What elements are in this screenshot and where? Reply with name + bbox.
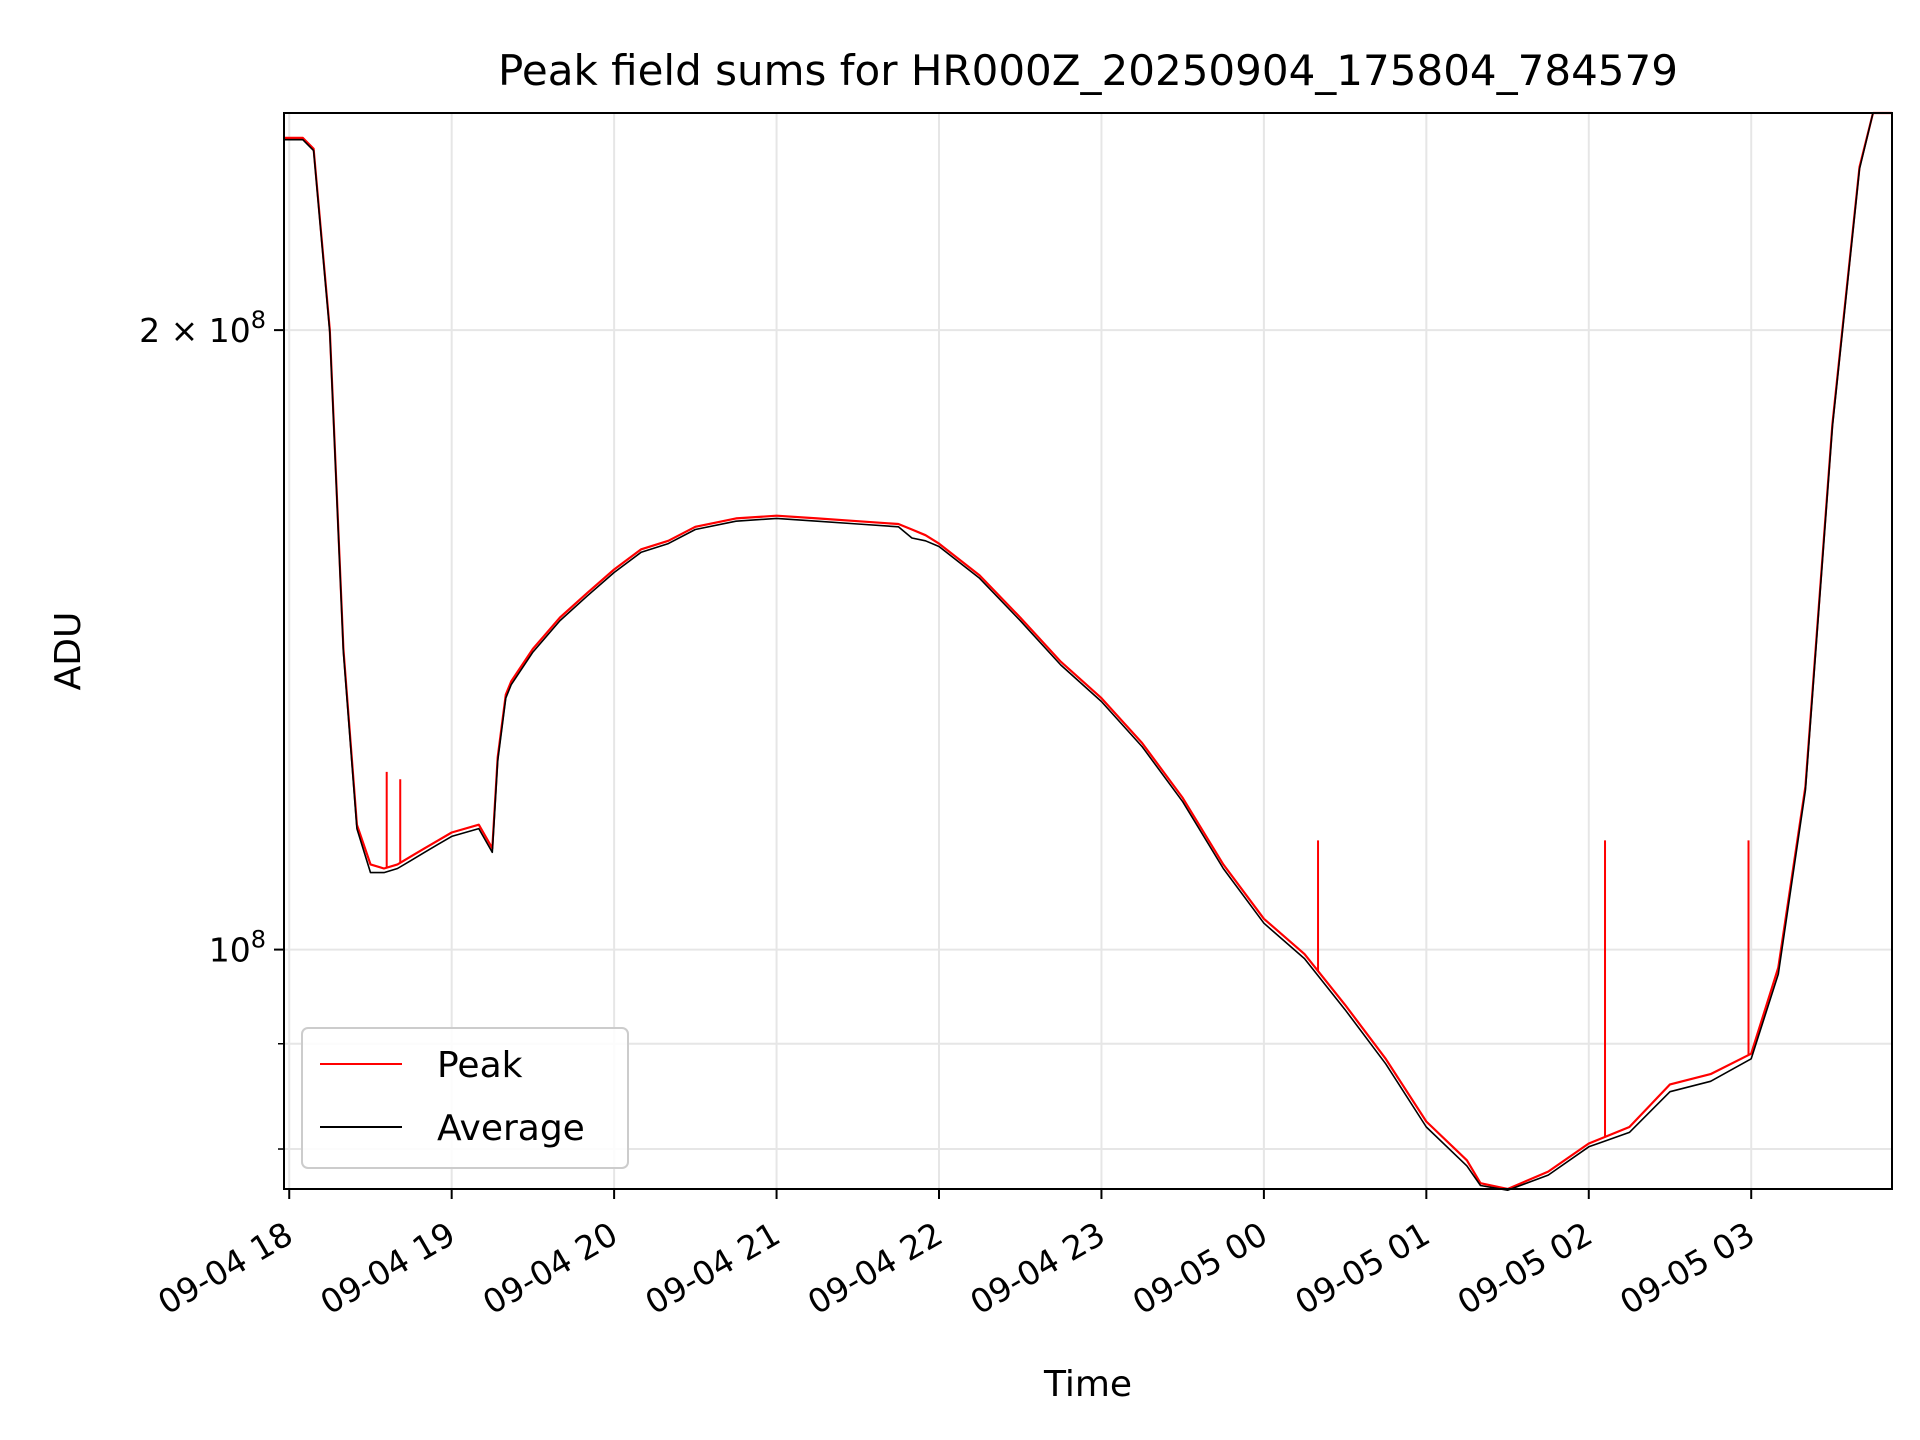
grid: [284, 113, 1892, 1189]
chart-title: Peak field sums for HR000Z_20250904_1758…: [498, 46, 1678, 95]
legend: Peak Average: [301, 1027, 629, 1169]
y-axis-title: ADU: [48, 612, 89, 691]
y-axis: 108 2 × 108: [139, 306, 284, 1150]
plot-frame: [283, 112, 1893, 1190]
x-axis-title: Time: [1043, 1364, 1132, 1405]
legend-average-label: Average: [437, 1108, 585, 1149]
y-tick-label: 108: [209, 926, 266, 970]
series-line-peak: [283, 111, 1892, 1191]
series-line-average: [283, 112, 1892, 1191]
y-tick-label: 2 × 108: [139, 306, 266, 350]
series-layer: [283, 111, 1892, 1191]
legend-peak-label: Peak: [437, 1045, 523, 1086]
